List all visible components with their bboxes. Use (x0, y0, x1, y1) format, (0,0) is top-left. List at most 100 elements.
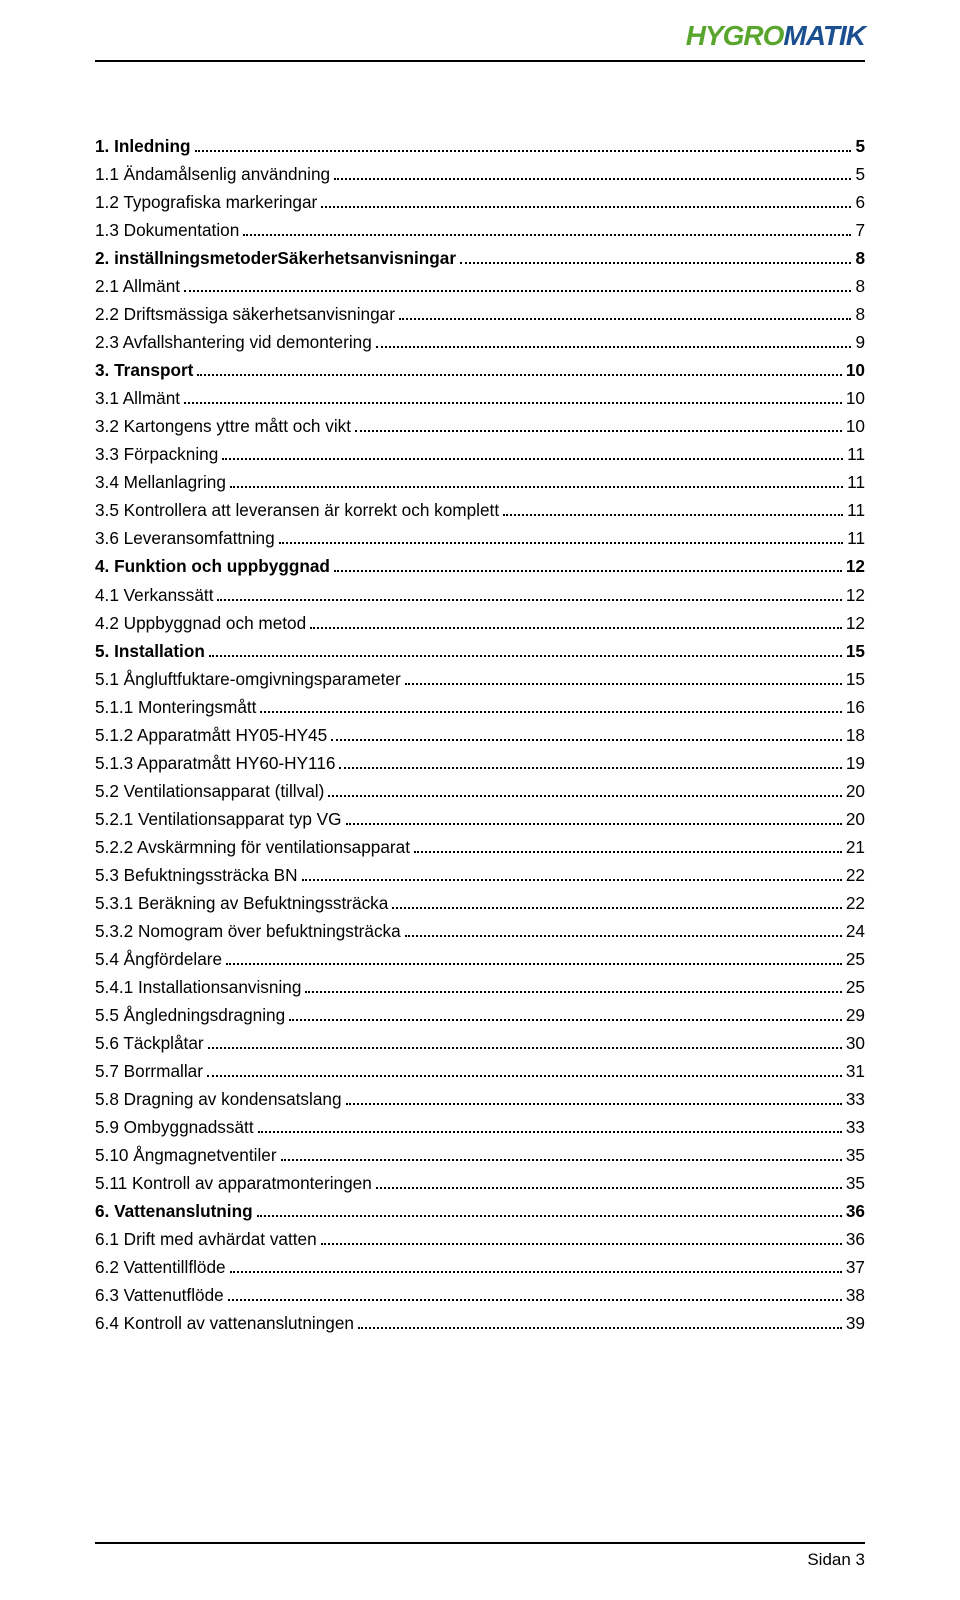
toc-row: 4.1 Verkanssätt 12 (95, 581, 865, 609)
toc-entry-page: 12 (846, 609, 865, 637)
toc-dot-leader (460, 249, 851, 264)
toc-row: 5. Installation 15 (95, 637, 865, 665)
toc-entry-label: 4.1 Verkanssätt (95, 581, 213, 609)
toc-entry-label: 6.1 Drift med avhärdat vatten (95, 1225, 317, 1253)
toc-entry-label: 3.1 Allmänt (95, 384, 180, 412)
toc-row: 5.3 Befuktningssträcka BN 22 (95, 861, 865, 889)
toc-dot-leader (321, 1230, 842, 1245)
toc-entry-label: 5.9 Ombyggnadssätt (95, 1113, 254, 1141)
toc-entry-page: 31 (846, 1057, 865, 1085)
toc-entry-page: 19 (846, 749, 865, 777)
toc-entry-page: 15 (846, 665, 865, 693)
toc-entry-page: 35 (846, 1141, 865, 1169)
toc-row: 5.1 Ångluftfuktare-omgivningsparameter 1… (95, 665, 865, 693)
toc-dot-leader (184, 389, 842, 404)
toc-entry-page: 18 (846, 721, 865, 749)
toc-row: 3.2 Kartongens yttre mått och vikt 10 (95, 412, 865, 440)
toc-entry-label: 6. Vattenanslutning (95, 1197, 253, 1225)
toc-row: 5.3.2 Nomogram över befuktningsträcka 24 (95, 917, 865, 945)
toc-entry-label: 5.11 Kontroll av apparatmonteringen (95, 1169, 372, 1197)
toc-entry-label: 5.10 Ångmagnetventiler (95, 1141, 277, 1169)
toc-dot-leader (405, 669, 842, 684)
toc-dot-leader (208, 1034, 842, 1049)
toc-entry-page: 20 (846, 805, 865, 833)
toc-dot-leader (197, 361, 842, 376)
toc-entry-label: 6.3 Vattenutflöde (95, 1281, 224, 1309)
toc-dot-leader (310, 613, 842, 628)
toc-entry-label: 1.2 Typografiska markeringar (95, 188, 317, 216)
toc-dot-leader (328, 781, 842, 796)
toc-entry-label: 6.2 Vattentillflöde (95, 1253, 226, 1281)
toc-dot-leader (414, 837, 842, 852)
toc-entry-label: 1.1 Ändamålsenlig användning (95, 160, 330, 188)
toc-entry-label: 5. Installation (95, 637, 205, 665)
toc-dot-leader (305, 977, 841, 992)
toc-row: 3.1 Allmänt 10 (95, 384, 865, 412)
toc-entry-label: 6.4 Kontroll av vattenanslutningen (95, 1309, 354, 1337)
toc-dot-leader (195, 137, 852, 152)
toc-entry-page: 8 (855, 300, 865, 328)
toc-row: 1. Inledning 5 (95, 132, 865, 160)
toc-entry-page: 33 (846, 1085, 865, 1113)
toc-dot-leader (230, 473, 843, 488)
toc-entry-page: 7 (855, 216, 865, 244)
toc-row: 5.4.1 Installationsanvisning 25 (95, 973, 865, 1001)
toc-row: 5.4 Ångfördelare 25 (95, 945, 865, 973)
table-of-contents: 1. Inledning 51.1 Ändamålsenlig användni… (95, 132, 865, 1542)
toc-entry-page: 11 (847, 496, 865, 524)
toc-dot-leader (184, 277, 851, 292)
toc-row: 4. Funktion och uppbyggnad 12 (95, 552, 865, 580)
toc-dot-leader (346, 1090, 842, 1105)
toc-row: 2.1 Allmänt 8 (95, 272, 865, 300)
toc-dot-leader (503, 501, 843, 516)
toc-entry-page: 36 (846, 1225, 865, 1253)
page-container: HYGROMATIK 1. Inledning 51.1 Ändamålsenl… (0, 0, 960, 1600)
toc-entry-label: 5.1.3 Apparatmått HY60-HY116 (95, 749, 335, 777)
toc-dot-leader (289, 1006, 842, 1021)
toc-entry-label: 5.6 Täckplåtar (95, 1029, 204, 1057)
toc-row: 6.3 Vattenutflöde 38 (95, 1281, 865, 1309)
toc-row: 5.2.1 Ventilationsapparat typ VG 20 (95, 805, 865, 833)
toc-entry-label: 5.7 Borrmallar (95, 1057, 203, 1085)
toc-dot-leader (405, 921, 842, 936)
toc-entry-label: 3.3 Förpackning (95, 440, 218, 468)
toc-entry-page: 11 (847, 468, 865, 496)
toc-entry-page: 10 (846, 356, 865, 384)
toc-row: 5.11 Kontroll av apparatmonteringen 35 (95, 1169, 865, 1197)
toc-row: 5.9 Ombyggnadssätt 33 (95, 1113, 865, 1141)
toc-entry-label: 5.4 Ångfördelare (95, 945, 222, 973)
toc-entry-label: 5.1.1 Monteringsmått (95, 693, 256, 721)
toc-entry-label: 5.1.2 Apparatmått HY05-HY45 (95, 721, 327, 749)
toc-dot-leader (376, 333, 852, 348)
toc-row: 6.2 Vattentillflöde 37 (95, 1253, 865, 1281)
toc-dot-leader (392, 893, 842, 908)
toc-dot-leader (279, 529, 844, 544)
toc-dot-leader (209, 641, 842, 656)
toc-row: 5.2.2 Avskärmning för ventilationsappara… (95, 833, 865, 861)
toc-entry-label: 2.3 Avfallshantering vid demontering (95, 328, 372, 356)
toc-row: 6.1 Drift med avhärdat vatten 36 (95, 1225, 865, 1253)
toc-entry-page: 25 (846, 945, 865, 973)
toc-row: 5.5 Ångledningsdragning 29 (95, 1001, 865, 1029)
toc-entry-label: 2. inställningsmetoderSäkerhetsanvisning… (95, 244, 456, 272)
toc-entry-label: 5.4.1 Installationsanvisning (95, 973, 301, 1001)
toc-dot-leader (339, 753, 841, 768)
toc-row: 6.4 Kontroll av vattenanslutningen 39 (95, 1309, 865, 1337)
toc-entry-page: 33 (846, 1113, 865, 1141)
toc-entry-label: 5.2.1 Ventilationsapparat typ VG (95, 805, 342, 833)
toc-dot-leader (334, 165, 851, 180)
toc-entry-page: 12 (846, 581, 865, 609)
toc-dot-leader (302, 865, 842, 880)
toc-entry-label: 2.1 Allmänt (95, 272, 180, 300)
toc-entry-page: 36 (846, 1197, 865, 1225)
toc-entry-page: 6 (855, 188, 865, 216)
toc-entry-page: 10 (846, 384, 865, 412)
toc-row: 5.1.2 Apparatmått HY05-HY45 18 (95, 721, 865, 749)
toc-dot-leader (228, 1286, 842, 1301)
toc-row: 5.10 Ångmagnetventiler 35 (95, 1141, 865, 1169)
toc-entry-page: 24 (846, 917, 865, 945)
toc-entry-label: 5.3.2 Nomogram över befuktningsträcka (95, 917, 401, 945)
toc-entry-label: 3.5 Kontrollera att leveransen är korrek… (95, 496, 499, 524)
toc-dot-leader (376, 1174, 842, 1189)
toc-entry-label: 2.2 Driftsmässiga säkerhetsanvisningar (95, 300, 395, 328)
